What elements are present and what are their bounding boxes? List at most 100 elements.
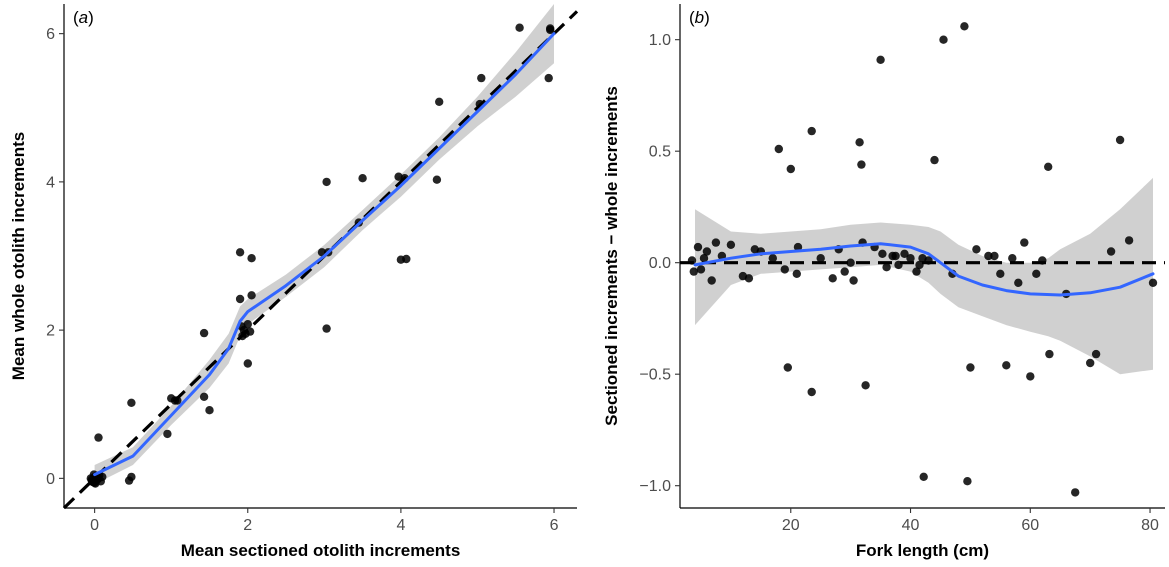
panel-a-point-34 [243,320,252,329]
panel-a-point-20 [163,429,172,439]
panel-a-point-26 [205,406,214,415]
panel-b-point-51 [963,477,972,486]
panel-a-x-tick-label-0: 0 [90,517,99,534]
panel-b-point-2 [693,242,703,252]
panel-a-smooth-line [93,32,556,477]
panel-b-point-70 [1106,247,1116,256]
panel-a-point-51 [477,73,486,83]
panel-b-y-tick-label-4: 1.0 [649,32,671,49]
panel-b-point-50 [960,22,969,31]
panel-b-point-34 [876,55,885,64]
panel-b-point-71 [1115,135,1125,145]
panel-a-y-ticks: 0 2 4 6 [46,26,64,488]
panel-b-point-56 [996,269,1005,278]
panel-b-point-52 [966,363,975,372]
panel-a-confidence-ribbon [94,4,554,485]
panel-b-point-22 [807,387,816,397]
panel-a-y-tick-label-0: 0 [46,471,55,488]
panel-b-point-47 [930,155,939,165]
panel-b-point-72 [1124,236,1134,245]
panel-b-point-68 [1086,358,1095,368]
panel-a-point-15 [91,479,100,488]
panel-b-y-tick-label-1: −0.5 [639,367,671,384]
panel-b-point-29 [855,138,864,147]
panel-a-point-54 [546,24,555,33]
panel-b-point-17 [783,363,792,372]
panel-b-point-28 [849,276,858,285]
panel-b-point-41 [906,254,915,263]
panel-b-point-36 [882,263,891,272]
panel-a-x-ticks: 0 2 4 6 [90,508,559,534]
panel-b-point-55 [990,251,999,261]
panel-b-point-30 [857,160,866,169]
panel-b-point-57 [1002,361,1011,370]
panel-a-point-17 [127,398,136,407]
panel-b-x-ticks: 20 40 60 80 [782,508,1159,534]
panel-b-point-54 [984,251,993,261]
panel-b-point-18 [786,164,795,174]
panel-a-y-tick-label-3: 6 [46,26,55,43]
panel-b-x-tick-label-1: 40 [902,517,920,534]
panel-a-point-35 [245,327,255,336]
panel-a-point-16 [94,433,103,442]
panel-a-point-36 [243,359,252,368]
panel-b-y-tick-label-2: 0.0 [649,255,671,272]
panel-a-point-25 [199,392,209,401]
panel-b-point-60 [1020,238,1029,247]
panel-a-x-tick-label-2: 4 [396,517,405,534]
panel-a-x-tick-label-3: 6 [550,517,559,534]
panel-a: 0 2 4 6 0 2 4 6 (a) Mean sectioned otolith inc… [9,4,579,560]
panel-b-point-5 [702,247,712,256]
panel-b-point-45 [919,472,928,481]
panel-b-point-64 [1044,162,1053,171]
panel-b-point-4 [699,254,709,263]
panel-a-point-28 [235,294,245,304]
panel-b-point-58 [1008,254,1017,263]
panel-b-point-23 [816,254,825,263]
panel-a-point-52 [515,23,524,32]
panel-b-point-65 [1045,349,1054,359]
panel-b: 20 40 60 80 −1.0 −0.5 0.0 0.5 1.0 (b) Fork leng… [602,4,1165,560]
panel-a-point-48 [432,175,442,184]
panel-b-y-axis-title: Sectioned increments − whole increments [602,86,621,426]
panel-b-point-20 [793,242,803,252]
panel-a-y-axis-title: Mean whole otolith increments [9,132,28,380]
panel-b-point-16 [780,265,789,274]
panel-b-x-tick-label-2: 60 [1021,517,1039,534]
panel-b-point-9 [726,240,736,249]
panel-a-point-19 [124,476,134,485]
panel-a-point-43 [358,174,367,183]
panel-b-point-40 [900,249,909,258]
panel-b-point-1 [689,267,698,276]
panel-b-point-7 [711,238,721,247]
panel-b-x-tick-label-0: 20 [782,517,800,534]
panel-b-point-26 [840,267,849,276]
panel-b-points [687,22,1158,497]
panel-b-point-21 [807,126,816,136]
panel-b-point-27 [846,258,855,267]
panel-a-y-tick-label-2: 4 [46,174,55,191]
panel-a-x-tick-label-1: 2 [243,517,252,534]
panel-b-point-24 [828,274,837,283]
panel-b-x-tick-label-3: 80 [1141,517,1159,534]
panel-a-point-27 [235,248,245,257]
panel-a-label: (a) [73,8,94,27]
panel-a-point-49 [435,97,444,107]
panel-a-y-tick-label-1: 2 [46,323,55,340]
panel-b-point-62 [1032,269,1041,278]
panel-b-point-15 [774,144,783,154]
panel-b-x-axis-title: Fork length (cm) [856,541,989,560]
panel-a-x-axis-title: Mean sectioned otolith increments [181,541,461,560]
panel-b-point-11 [744,274,754,283]
panel-a-point-46 [402,254,411,264]
panel-b-point-19 [792,269,801,278]
panel-b-point-6 [707,276,716,285]
panel-b-point-42 [912,267,921,276]
panel-b-point-32 [861,381,870,390]
panel-a-point-29 [247,254,256,263]
panel-b-point-69 [1091,349,1101,359]
panel-a-point-55 [544,73,553,83]
panel-a-point-40 [322,177,331,187]
panel-b-point-48 [939,35,948,44]
